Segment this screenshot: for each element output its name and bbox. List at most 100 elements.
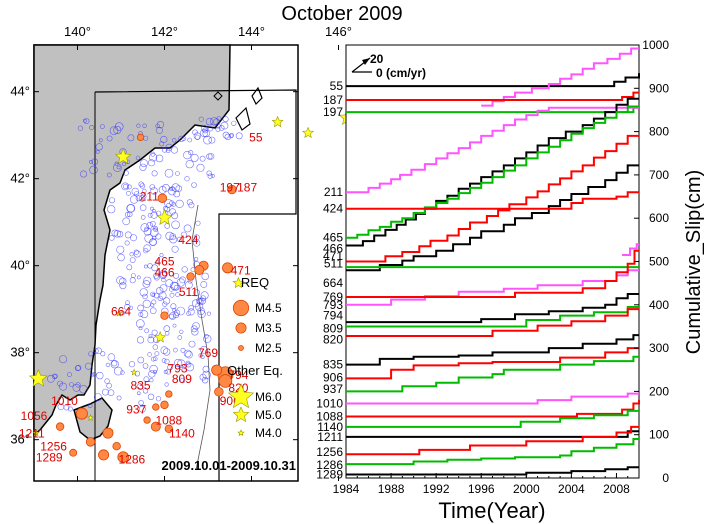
small-epicenter — [169, 200, 175, 206]
small-epicenter — [178, 365, 184, 370]
series-line — [346, 355, 639, 393]
small-epicenter — [149, 184, 156, 190]
small-epicenter — [80, 170, 88, 178]
lat-tick-label: 38° — [10, 345, 30, 360]
small-epicenter — [59, 382, 68, 391]
lat-tick-label: 42° — [10, 171, 30, 186]
small-epicenter — [106, 172, 112, 178]
small-epicenter — [162, 301, 168, 307]
small-epicenter — [136, 123, 141, 128]
site-id-label: 466 — [323, 242, 343, 256]
other-eq-star — [271, 115, 284, 128]
small-epicenter — [133, 249, 139, 255]
site-label: 197 — [220, 181, 240, 195]
small-epicenter — [167, 364, 173, 371]
small-epicenter — [193, 234, 200, 241]
req-eq-circle — [85, 437, 96, 447]
site-id-label: 664 — [323, 276, 343, 290]
y-tick-label: 0 — [662, 471, 669, 485]
small-epicenter — [196, 163, 205, 172]
req-eq-circle — [136, 133, 145, 142]
small-epicenter — [130, 234, 138, 242]
req-legend-marker — [235, 322, 247, 334]
site-label: 1289 — [36, 450, 63, 464]
x-tick-label: 2000 — [513, 482, 540, 496]
site-id-label: 1286 — [316, 458, 343, 472]
small-epicenter — [170, 146, 178, 154]
site-label: 55 — [249, 131, 263, 145]
small-epicenter — [140, 223, 150, 232]
small-epicenter — [126, 184, 132, 190]
small-epicenter — [155, 123, 160, 129]
small-epicenter — [192, 129, 198, 136]
small-epicenter — [126, 190, 131, 196]
small-epicenter — [136, 275, 141, 280]
req-eq-circle — [164, 424, 174, 433]
small-epicenter — [231, 120, 237, 126]
small-epicenter — [180, 231, 187, 238]
small-epicenter — [165, 148, 171, 153]
small-epicenter — [171, 220, 180, 230]
site-label: 471 — [231, 263, 251, 277]
req-eq-circle — [165, 390, 173, 398]
other-legend-marker — [232, 406, 250, 423]
site-label: 794 — [228, 368, 248, 382]
other-legend-label: M5.0 — [255, 408, 282, 422]
req-legend-marker — [232, 299, 250, 317]
slip-series — [346, 47, 640, 476]
site-id-label: 424 — [323, 202, 343, 216]
small-epicenter — [206, 170, 212, 176]
small-epicenter — [109, 197, 116, 204]
small-epicenter — [124, 231, 132, 239]
small-epicenter — [163, 325, 171, 332]
series-line — [346, 334, 639, 366]
site-id-label: 1088 — [316, 410, 343, 424]
small-epicenter — [152, 344, 159, 350]
small-epicenter — [172, 323, 177, 328]
small-epicenter — [165, 279, 173, 287]
small-epicenter — [160, 346, 169, 355]
small-epicenter — [175, 171, 180, 176]
study-area-box — [94, 89, 297, 481]
small-epicenter — [185, 160, 194, 169]
series-line — [346, 425, 639, 456]
small-epicenter — [107, 353, 116, 362]
site-id-label: 1211 — [317, 430, 343, 444]
small-epicenter — [155, 233, 162, 240]
small-epicenter — [119, 277, 127, 285]
small-epicenter — [195, 220, 201, 226]
site-id-label: 937 — [323, 382, 343, 396]
small-epicenter — [122, 183, 129, 190]
small-epicenter — [125, 300, 130, 306]
small-epicenter — [99, 124, 105, 129]
site-id-label: 820 — [323, 332, 343, 346]
small-epicenter — [110, 360, 119, 369]
small-epicenter — [113, 126, 122, 135]
small-epicenter — [130, 273, 136, 278]
scale-arrow-value: 20 — [370, 52, 384, 66]
small-epicenter — [202, 129, 210, 138]
plot-frame — [345, 44, 640, 479]
site-label: 1088 — [155, 413, 182, 427]
small-epicenter — [57, 380, 63, 387]
timeseries-panel: 1984 1988 1992 1996 2000 2004 2008 0 100 200 300 4… — [316, 38, 705, 523]
site-label: 1256 — [40, 440, 67, 454]
small-epicenter — [138, 326, 143, 331]
small-epicenter — [137, 304, 144, 312]
site-id-label: 197 — [323, 105, 343, 119]
other-eq-star — [302, 126, 315, 139]
y-tick-label: 100 — [649, 428, 669, 442]
small-epicenter — [109, 235, 115, 241]
small-epicenter — [190, 153, 199, 162]
small-epicenter — [124, 211, 131, 218]
small-epicenter — [193, 289, 201, 297]
small-epicenter — [150, 356, 156, 362]
small-epicenter — [215, 126, 221, 132]
date-range: 2009.10.01-2009.10.31 — [162, 458, 296, 473]
small-epicenter — [201, 377, 209, 384]
small-epicenter — [207, 153, 215, 160]
small-epicenter — [135, 195, 142, 202]
site-id-label: 1140 — [317, 420, 343, 434]
